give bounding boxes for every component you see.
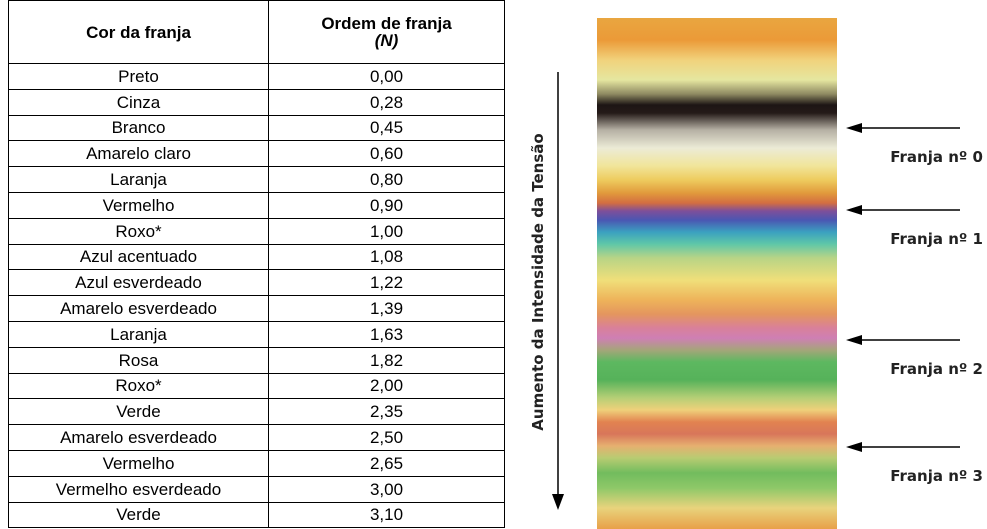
fringe-label: Franja nº 2 bbox=[890, 360, 983, 378]
arrow-head bbox=[846, 335, 862, 345]
arrow-head bbox=[846, 205, 862, 215]
axis-label: Aumento da Intensidade da Tensão bbox=[529, 133, 547, 430]
arrow-head bbox=[552, 494, 564, 510]
arrow-head bbox=[846, 123, 862, 133]
fringe-arrows: Franja nº 0 Franja nº 1 Franja nº 2 Franja … bbox=[846, 123, 983, 485]
fringe-label: Franja nº 0 bbox=[890, 148, 983, 166]
page: Cor da franja Ordem de franja(N) Preto0,… bbox=[0, 0, 987, 529]
arrow-head bbox=[846, 442, 862, 452]
figure-overlay: Aumento da Intensidade da Tensão Franja … bbox=[0, 0, 987, 529]
fringe-label: Franja nº 1 bbox=[890, 230, 983, 248]
fringe-label: Franja nº 3 bbox=[890, 467, 983, 485]
